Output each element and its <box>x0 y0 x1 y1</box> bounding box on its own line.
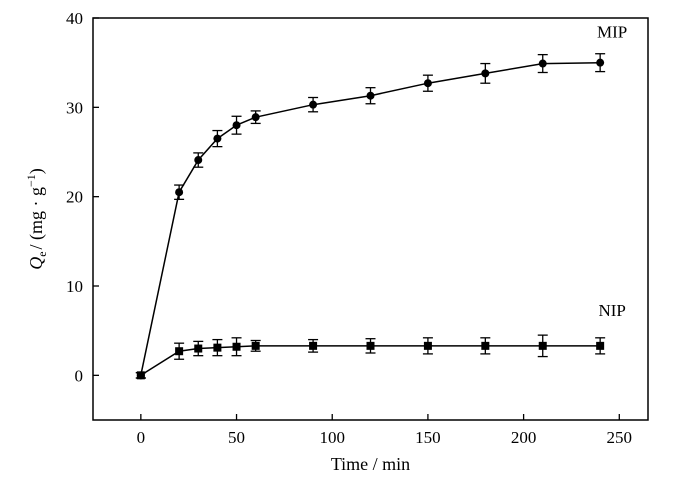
y-axis-title: Qe/ (mg · g−1) <box>24 168 49 270</box>
data-point <box>213 343 222 352</box>
y-axis-symbol: Q <box>26 257 46 270</box>
data-point <box>423 341 432 350</box>
x-tick-label: 200 <box>511 428 537 447</box>
data-point <box>596 341 605 350</box>
plot-frame <box>92 17 649 421</box>
data-point <box>136 371 145 380</box>
data-point <box>538 341 547 350</box>
x-tick-label: 100 <box>319 428 345 447</box>
data-point <box>175 347 184 356</box>
x-axis-title: Time / min <box>331 454 410 474</box>
data-point <box>251 341 260 350</box>
data-point <box>366 341 375 350</box>
data-point <box>596 58 605 67</box>
y-axis-units: / (mg · g <box>26 187 47 250</box>
data-point <box>194 344 203 353</box>
data-point <box>309 341 318 350</box>
data-point <box>213 134 222 143</box>
data-point <box>538 59 547 68</box>
y-axis-subscript: e <box>35 251 49 256</box>
data-point <box>423 79 432 88</box>
x-tick-label: 250 <box>607 428 633 447</box>
data-point <box>481 69 490 78</box>
y-tick-label: 10 <box>66 277 83 296</box>
data-point <box>251 113 260 122</box>
y-tick-label: 40 <box>66 9 83 28</box>
series-line-MIP <box>140 61 601 376</box>
data-point <box>309 100 318 109</box>
data-point <box>175 188 184 197</box>
series-label: MIP <box>597 23 627 42</box>
y-tick-label: 30 <box>66 98 83 117</box>
y-tick-label: 20 <box>66 188 83 207</box>
data-point <box>481 341 490 350</box>
series-layer: MIP NIP <box>135 23 627 380</box>
y-axis: 0 10 20 30 40 <box>66 9 99 385</box>
data-point <box>232 342 241 351</box>
data-point <box>232 121 241 130</box>
x-tick-label: 150 <box>415 428 441 447</box>
y-tick-label: 0 <box>75 366 84 385</box>
y-axis-units-close: ) <box>26 168 47 174</box>
data-point <box>194 156 203 165</box>
x-tick-label: 50 <box>228 428 245 447</box>
series-label: NIP <box>598 301 625 320</box>
data-point <box>366 91 375 100</box>
x-axis: 0 50 100 150 200 250 <box>137 414 632 447</box>
y-axis-units-exponent: −1 <box>24 174 38 187</box>
x-tick-label: 0 <box>137 428 146 447</box>
